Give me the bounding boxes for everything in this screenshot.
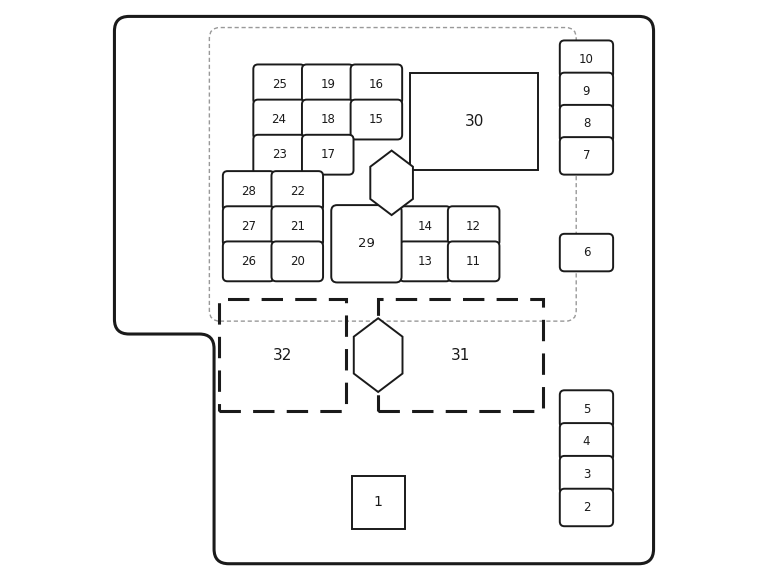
FancyBboxPatch shape — [272, 206, 323, 246]
Text: 26: 26 — [241, 255, 257, 268]
Text: 18: 18 — [320, 113, 335, 126]
Text: 28: 28 — [241, 185, 256, 197]
Text: 8: 8 — [583, 117, 590, 130]
Text: 13: 13 — [418, 255, 432, 268]
Text: 14: 14 — [418, 220, 432, 233]
FancyBboxPatch shape — [331, 205, 402, 282]
Text: 11: 11 — [466, 255, 482, 268]
FancyBboxPatch shape — [560, 489, 613, 526]
Text: 29: 29 — [358, 237, 375, 250]
FancyBboxPatch shape — [223, 206, 274, 246]
Text: 10: 10 — [579, 53, 594, 66]
FancyBboxPatch shape — [272, 171, 323, 211]
Text: 25: 25 — [272, 78, 286, 91]
FancyBboxPatch shape — [560, 423, 613, 461]
FancyBboxPatch shape — [223, 241, 274, 281]
FancyBboxPatch shape — [272, 241, 323, 281]
Text: 15: 15 — [369, 113, 384, 126]
FancyBboxPatch shape — [560, 137, 613, 175]
Text: 17: 17 — [320, 148, 336, 161]
Bar — [410, 73, 538, 170]
Text: 9: 9 — [583, 85, 591, 98]
FancyBboxPatch shape — [448, 206, 499, 246]
FancyBboxPatch shape — [560, 105, 613, 142]
FancyBboxPatch shape — [399, 241, 451, 281]
Text: 31: 31 — [451, 347, 471, 363]
Text: 19: 19 — [320, 78, 336, 91]
Text: 23: 23 — [272, 148, 286, 161]
Text: 16: 16 — [369, 78, 384, 91]
Text: 20: 20 — [290, 255, 305, 268]
Text: 6: 6 — [583, 246, 591, 259]
FancyBboxPatch shape — [448, 241, 499, 281]
Text: 5: 5 — [583, 403, 590, 415]
Text: 4: 4 — [583, 435, 591, 448]
Text: 12: 12 — [466, 220, 482, 233]
Text: 1: 1 — [374, 495, 382, 509]
FancyBboxPatch shape — [560, 456, 613, 493]
FancyBboxPatch shape — [351, 100, 402, 139]
FancyBboxPatch shape — [302, 135, 353, 175]
FancyBboxPatch shape — [302, 64, 353, 104]
FancyBboxPatch shape — [253, 64, 305, 104]
Text: 22: 22 — [290, 185, 305, 197]
Text: 27: 27 — [241, 220, 257, 233]
PathPatch shape — [114, 16, 654, 564]
FancyBboxPatch shape — [253, 135, 305, 175]
FancyBboxPatch shape — [560, 390, 613, 428]
FancyBboxPatch shape — [253, 100, 305, 139]
Text: 7: 7 — [583, 149, 591, 162]
Bar — [352, 476, 405, 529]
FancyBboxPatch shape — [223, 171, 274, 211]
FancyBboxPatch shape — [302, 100, 353, 139]
Text: 2: 2 — [583, 501, 591, 514]
Bar — [219, 299, 346, 411]
FancyBboxPatch shape — [560, 73, 613, 110]
FancyBboxPatch shape — [351, 64, 402, 104]
Text: 24: 24 — [272, 113, 286, 126]
Text: 3: 3 — [583, 468, 590, 481]
Text: 21: 21 — [290, 220, 305, 233]
Text: 32: 32 — [273, 347, 293, 363]
FancyBboxPatch shape — [560, 40, 613, 78]
FancyBboxPatch shape — [560, 234, 613, 271]
Polygon shape — [370, 151, 413, 215]
FancyBboxPatch shape — [399, 206, 451, 246]
Text: 30: 30 — [465, 114, 484, 129]
Bar — [378, 299, 544, 411]
Polygon shape — [354, 318, 402, 392]
